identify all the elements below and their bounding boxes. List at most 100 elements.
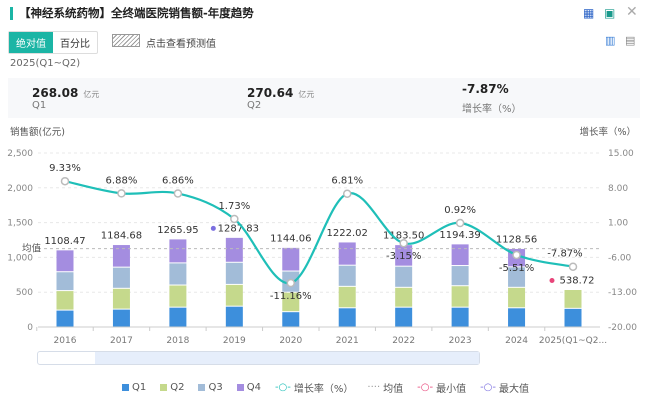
forecast-hatch-swatch[interactable] <box>112 34 140 47</box>
legend-q4[interactable]: Q4 <box>236 382 261 393</box>
growth-label: 6.81% <box>331 176 363 187</box>
y-axis-title: 销售额(亿元) <box>10 126 65 138</box>
y2-tick-label: 8.00 <box>608 184 628 194</box>
value-mode-toggle: 绝对值 百分比 <box>8 31 98 54</box>
close-icon[interactable]: ✕ <box>626 4 638 20</box>
bar-q4 <box>112 245 130 267</box>
bar-q2 <box>564 290 582 308</box>
growth-label: 1.73% <box>218 201 250 212</box>
min-marker <box>549 278 555 284</box>
bar-q4 <box>225 237 243 262</box>
growth-value: -7.87% <box>462 82 509 96</box>
bar-q3 <box>225 262 243 284</box>
legend-mean[interactable]: ···· 均值 <box>367 382 404 395</box>
bar-q1 <box>282 312 300 327</box>
growth-point <box>117 189 126 198</box>
bar-q3 <box>451 266 469 286</box>
bar-q1 <box>508 308 526 327</box>
growth-label: -3.15% <box>386 251 421 262</box>
bar-q3 <box>395 266 413 287</box>
y2-tick-label: 15.00 <box>608 149 634 159</box>
legend-growth[interactable]: -○- 增长率（%） <box>274 382 354 395</box>
q1-label: Q1 <box>32 100 47 111</box>
total-label: 1144.06 <box>270 233 311 244</box>
y2-axis-title: 增长率（%） <box>579 126 636 138</box>
y2-tick-label: -13.00 <box>608 288 637 298</box>
legend-min[interactable]: -○- 最小值 <box>417 382 467 395</box>
bar-q4 <box>338 242 356 265</box>
max-marker <box>210 225 216 231</box>
growth-point <box>60 176 70 186</box>
growth-point <box>286 278 296 288</box>
bar-q1 <box>564 308 582 327</box>
legend-q3[interactable]: Q3 <box>198 382 223 393</box>
summary-period: 2025(Q1~Q2) <box>10 58 81 69</box>
bar-q4 <box>169 239 187 263</box>
legend: Q1 Q2 Q3 Q4 -○- 增长率（%） ···· 均值 -○- 最小值 -○- 最… <box>122 380 529 395</box>
bar-q4 <box>56 250 74 272</box>
legend-q2[interactable]: Q2 <box>160 382 184 393</box>
bar-q3 <box>56 272 74 291</box>
growth-label: -5.51% <box>499 263 534 274</box>
growth-label: 6.88% <box>106 175 138 186</box>
total-label: 1108.47 <box>44 236 85 247</box>
x-tick-label: 2023 <box>449 336 472 346</box>
y-tick-label: 1,000 <box>7 253 33 263</box>
growth-point <box>230 214 239 224</box>
q1-unit: 亿元 <box>83 90 100 99</box>
absolute-value-tab[interactable]: 绝对值 <box>9 32 53 53</box>
zoom-slider-range[interactable] <box>95 352 479 364</box>
x-tick-label: 2022 <box>392 336 415 346</box>
bar-q1 <box>338 308 356 327</box>
total-label: 1184.68 <box>101 231 142 242</box>
image-export-icon[interactable]: ▣ <box>604 6 616 20</box>
document-icon[interactable]: ▤ <box>625 34 636 47</box>
bar-q3 <box>508 267 526 287</box>
bar-q2 <box>508 287 526 308</box>
x-tick-label: 2021 <box>336 336 359 346</box>
x-tick-label: 2018 <box>166 336 189 346</box>
forecast-toggle-label[interactable]: 点击查看预测值 <box>146 39 216 50</box>
bar-q3 <box>338 265 356 286</box>
bar-q2 <box>112 288 130 309</box>
y2-tick-label: -6.00 <box>608 253 632 263</box>
bar-q3 <box>112 267 130 288</box>
total-label: 1222.02 <box>327 228 368 239</box>
total-label: 1128.56 <box>496 234 537 245</box>
bar-q4 <box>395 245 413 266</box>
x-tick-label: 2019 <box>223 336 246 346</box>
bar-q2 <box>169 285 187 307</box>
growth-point <box>455 218 465 228</box>
bar-q1 <box>451 307 469 327</box>
x-tick-label: 2024 <box>505 336 528 346</box>
growth-line <box>64 180 574 285</box>
x-tick-label: 2020 <box>279 336 302 346</box>
legend-max[interactable]: -○- 最大值 <box>480 382 530 395</box>
x-tick-label: 2025(Q1~Q2... <box>539 336 607 346</box>
growth-label: 0.92% <box>444 205 476 216</box>
bar-q4 <box>282 247 300 271</box>
q2-value: 270.64 <box>247 86 294 100</box>
bar-q2 <box>338 286 356 308</box>
growth-label: 6.86% <box>162 175 194 186</box>
percent-tab[interactable]: 百分比 <box>60 39 90 50</box>
excel-export-icon[interactable]: ▦ <box>583 6 595 20</box>
growth-label: 9.33% <box>49 163 81 174</box>
growth-point <box>173 189 183 198</box>
y2-tick-label: 1.00 <box>608 219 628 229</box>
bar-q1 <box>169 307 187 327</box>
growth-label: -11.16% <box>270 291 312 302</box>
bar-q2 <box>56 291 74 310</box>
bar-q1 <box>225 306 243 327</box>
x-tick-label: 2017 <box>110 336 133 346</box>
zoom-slider[interactable] <box>37 351 480 365</box>
total-label: 1183.50 <box>383 231 424 242</box>
legend-q1[interactable]: Q1 <box>122 382 146 393</box>
y-tick-label: 500 <box>16 288 33 298</box>
bar-chart-icon[interactable]: ▥ <box>605 34 616 47</box>
growth-point <box>399 238 408 248</box>
total-label: 1265.95 <box>157 225 198 236</box>
y-tick-label: 2,500 <box>7 149 33 159</box>
y-tick-label: 0 <box>27 323 33 333</box>
